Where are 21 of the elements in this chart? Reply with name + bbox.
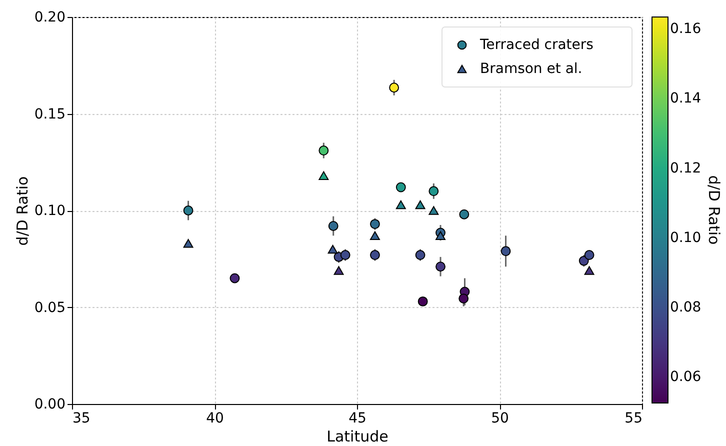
x-tick-label: 50 <box>491 410 509 426</box>
color-bar-label: 0.06 <box>670 368 702 385</box>
color-bar-title: d/D Ratio <box>705 175 723 245</box>
y-tick-label: 0.20 <box>34 10 66 26</box>
color-bar-label: 0.08 <box>670 299 702 316</box>
color-bar-label: 0.16 <box>670 21 702 38</box>
color-bar-label: 0.12 <box>670 160 702 176</box>
y-axis-title: d/D Ratio <box>13 176 32 246</box>
y-tick-label: 0.05 <box>34 300 66 316</box>
legend-label: Terraced craters <box>479 37 594 53</box>
legend-label: Bramson et al. <box>480 61 582 77</box>
color-bar-label: 0.10 <box>670 230 702 246</box>
x-tick-label: 35 <box>72 410 90 426</box>
x-tick-label: 40 <box>206 410 224 426</box>
x-tick-label: 55 <box>624 410 642 426</box>
y-tick-label: 0.00 <box>34 396 66 412</box>
y-tick-label: 0.10 <box>34 203 66 219</box>
y-tick-label: 0.15 <box>34 106 66 122</box>
x-tick-label: 45 <box>348 410 366 426</box>
x-axis-title: Latitude <box>326 428 388 446</box>
color-bar-label: 0.14 <box>670 90 702 107</box>
